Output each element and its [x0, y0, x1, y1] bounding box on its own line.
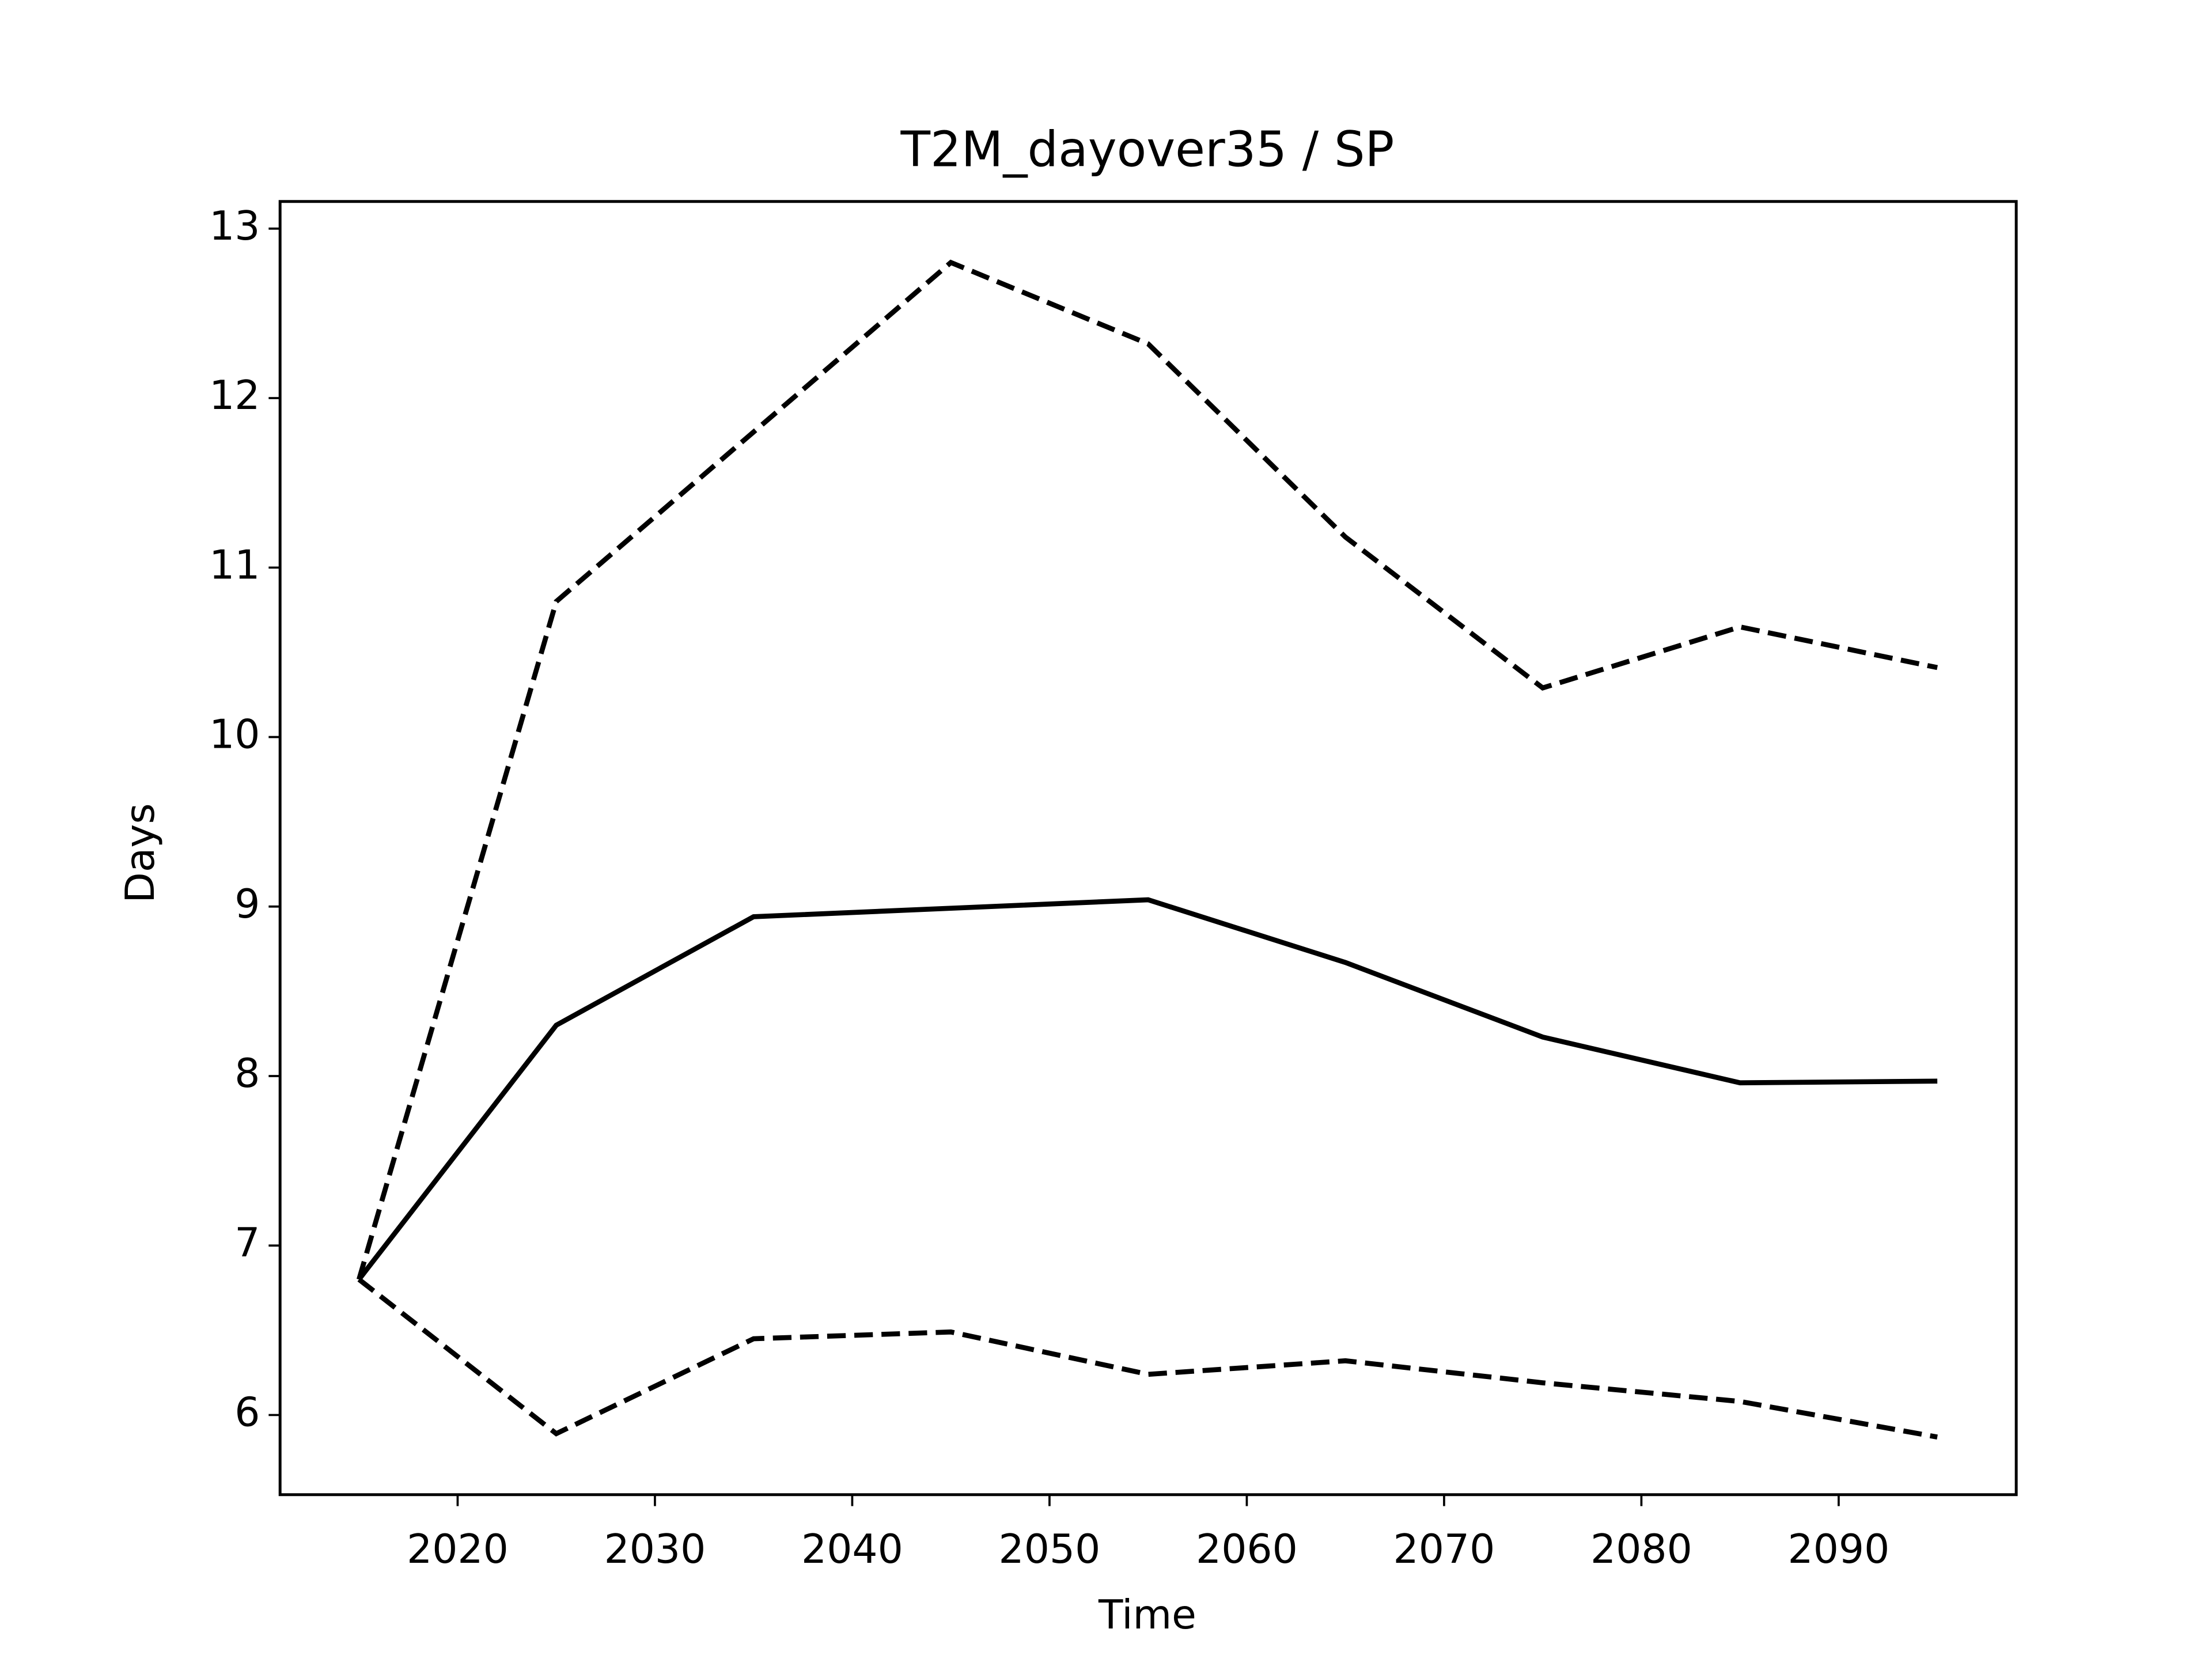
y-tick-label: 13 [209, 203, 260, 249]
x-tick-label: 2070 [1393, 1527, 1495, 1573]
x-tick-label: 2080 [1590, 1527, 1692, 1573]
x-tick-label: 2040 [801, 1527, 903, 1573]
x-tick-label: 2060 [1196, 1527, 1298, 1573]
line-series [357, 897, 1938, 1281]
x-tick-label: 2030 [604, 1527, 706, 1573]
line-series [357, 259, 1938, 1281]
x-tick-label: 2050 [999, 1527, 1101, 1573]
x-tick-label: 2090 [1788, 1527, 1890, 1573]
plot-frame [278, 200, 2018, 1497]
x-tick-label: 2020 [407, 1527, 509, 1573]
line-series [357, 1277, 1938, 1440]
y-axis-label: Days [118, 803, 164, 903]
y-tick-label: 9 [234, 881, 260, 927]
y-tick-label: 7 [234, 1220, 260, 1266]
x-axis-label: Time [1098, 1592, 1196, 1638]
y-tick-label: 11 [209, 542, 260, 588]
y-tick-label: 12 [209, 373, 260, 419]
y-tick-label: 6 [234, 1389, 260, 1435]
y-tick-label: 8 [234, 1051, 260, 1097]
y-tick-label: 10 [209, 712, 260, 758]
chart-title: T2M_dayover35 / SP [900, 121, 1394, 177]
